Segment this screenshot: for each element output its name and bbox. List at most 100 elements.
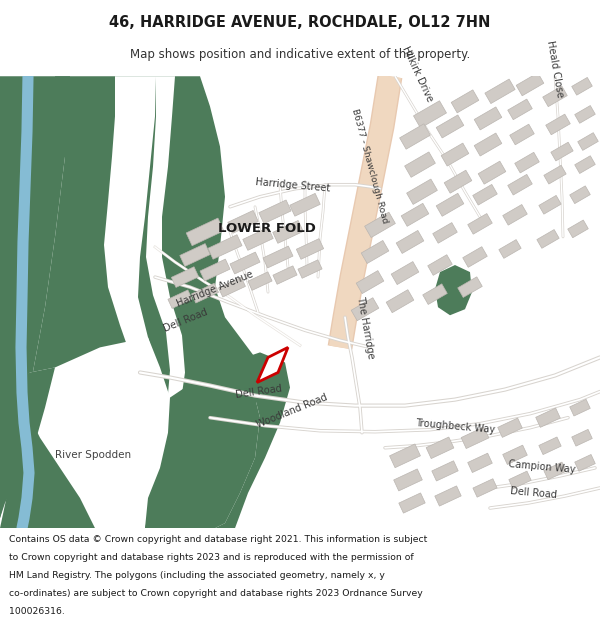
Bar (351, 298, 379, 321)
Text: Contains OS data © Crown copyright and database right 2021. This information is : Contains OS data © Crown copyright and d… (9, 535, 427, 544)
Bar (191, 283, 218, 303)
Text: LOWER FOLD: LOWER FOLD (218, 222, 316, 235)
Bar (474, 107, 502, 130)
Bar (172, 267, 199, 288)
Text: HM Land Registry. The polygons (including the associated geometry, namely x, y: HM Land Registry. The polygons (includin… (9, 571, 385, 580)
Bar (218, 278, 245, 297)
Bar (243, 228, 273, 251)
Bar (473, 479, 497, 497)
Bar (515, 152, 539, 173)
Bar (503, 445, 527, 464)
Bar (433, 222, 457, 243)
Bar (296, 239, 323, 259)
Bar (509, 471, 531, 489)
Bar (426, 437, 454, 459)
Text: River Spodden: River Spodden (55, 450, 131, 460)
Bar (570, 186, 590, 204)
Bar (508, 174, 532, 195)
Polygon shape (15, 338, 170, 528)
Bar (539, 437, 561, 454)
Bar (396, 231, 424, 253)
Bar (259, 200, 291, 224)
Polygon shape (435, 265, 472, 315)
Bar (168, 290, 192, 308)
Bar (546, 114, 570, 135)
Bar (208, 235, 242, 259)
Bar (485, 79, 515, 104)
Bar (361, 241, 389, 264)
Bar (263, 246, 293, 268)
Bar (186, 218, 224, 246)
Polygon shape (257, 348, 288, 382)
Polygon shape (130, 76, 185, 528)
Text: Harridge Street: Harridge Street (255, 177, 331, 194)
Text: Heald Close: Heald Close (545, 39, 565, 98)
Bar (468, 214, 492, 234)
Bar (386, 290, 414, 312)
Bar (451, 90, 479, 113)
Bar (498, 418, 522, 437)
Bar (298, 260, 322, 278)
Bar (401, 203, 429, 226)
Text: 100026316.: 100026316. (9, 607, 65, 616)
Bar (200, 259, 230, 281)
Bar (428, 255, 452, 276)
Bar (578, 132, 598, 151)
Bar (474, 133, 502, 156)
Text: Woodland Road: Woodland Road (255, 392, 329, 430)
Text: Dell Road: Dell Road (510, 486, 557, 500)
Text: B6377 - Shawclough Road: B6377 - Shawclough Road (350, 107, 389, 224)
Polygon shape (0, 368, 55, 518)
Bar (568, 220, 588, 238)
Bar (536, 408, 560, 428)
Bar (516, 72, 544, 96)
Bar (435, 486, 461, 506)
Bar (458, 277, 482, 298)
Text: Dell Road: Dell Road (162, 308, 209, 334)
Bar (575, 454, 595, 471)
Text: 46, HARRIDGE AVENUE, ROCHDALE, OL12 7HN: 46, HARRIDGE AVENUE, ROCHDALE, OL12 7HN (109, 16, 491, 31)
Bar (478, 161, 506, 184)
Bar (572, 78, 592, 95)
Bar (356, 271, 384, 294)
Bar (551, 142, 573, 161)
Polygon shape (215, 352, 290, 528)
Bar (273, 266, 297, 284)
Bar (180, 244, 210, 266)
Text: Campion Way: Campion Way (508, 459, 576, 475)
Text: Troughbeck Way: Troughbeck Way (415, 418, 496, 435)
Bar (432, 461, 458, 481)
Bar (575, 106, 595, 123)
Polygon shape (75, 76, 158, 528)
Bar (539, 196, 561, 214)
Bar (404, 152, 436, 178)
Bar (389, 444, 421, 468)
Text: Harridge Avenue: Harridge Avenue (175, 269, 254, 309)
Bar (503, 204, 527, 225)
Text: Hilkirk Drive: Hilkirk Drive (400, 44, 434, 103)
Bar (436, 115, 464, 138)
Bar (394, 469, 422, 491)
Bar (273, 221, 303, 243)
Bar (407, 179, 437, 204)
Bar (436, 193, 464, 216)
Bar (463, 247, 487, 268)
Bar (290, 193, 320, 216)
Bar (537, 229, 559, 248)
Text: co-ordinates) are subject to Crown copyright and database rights 2023 Ordnance S: co-ordinates) are subject to Crown copyr… (9, 589, 423, 598)
Bar (572, 429, 592, 446)
Bar (544, 462, 566, 479)
Bar (230, 252, 260, 274)
Bar (473, 184, 497, 205)
Bar (543, 86, 567, 107)
Text: Map shows position and indicative extent of the property.: Map shows position and indicative extent… (130, 48, 470, 61)
Bar (508, 99, 532, 120)
Polygon shape (0, 76, 70, 528)
Bar (423, 284, 447, 304)
Bar (544, 165, 566, 184)
Polygon shape (145, 368, 260, 528)
Bar (461, 427, 489, 449)
Polygon shape (0, 76, 260, 528)
Bar (400, 124, 430, 149)
Bar (499, 239, 521, 258)
